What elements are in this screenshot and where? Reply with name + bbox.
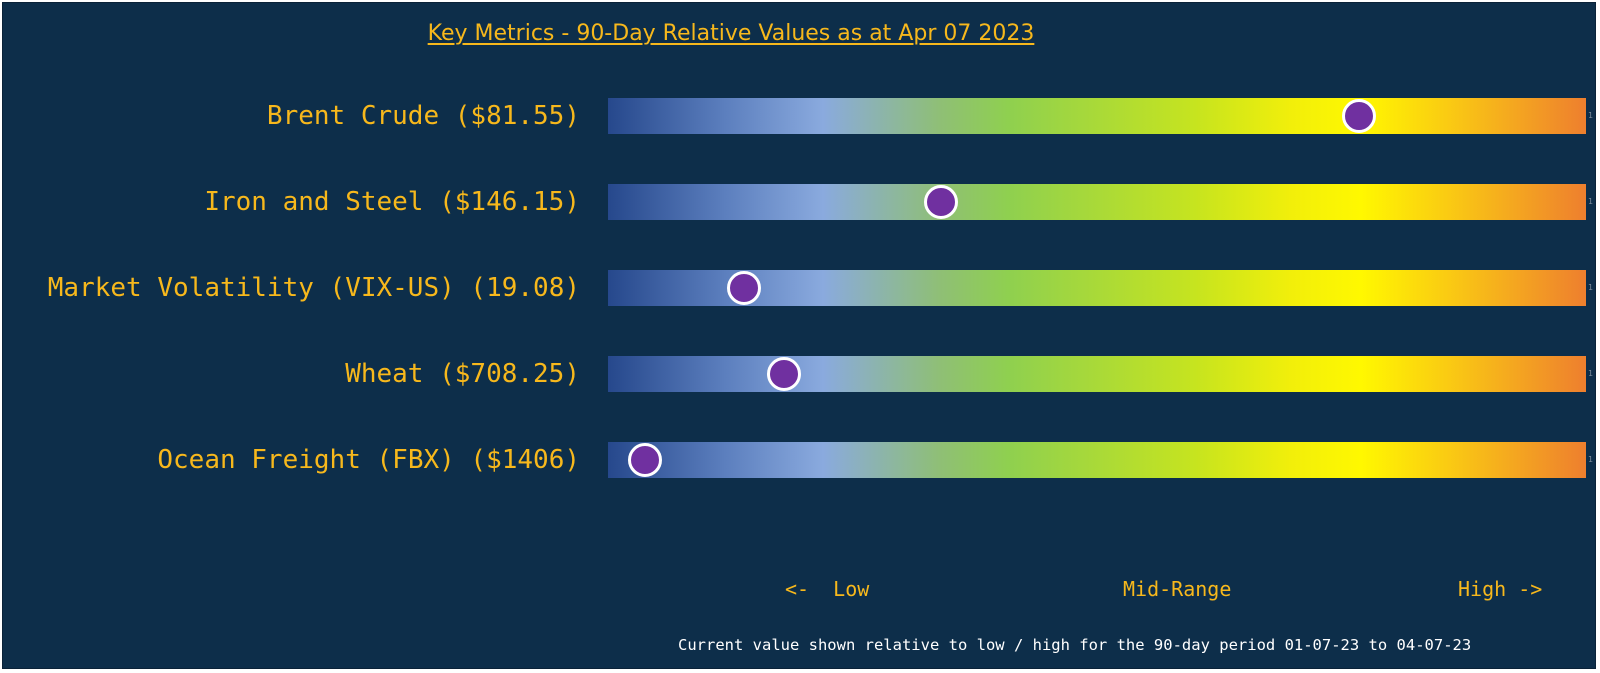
metric-label-brent-crude: Brent Crude ($81.55)	[266, 101, 580, 131]
chart-footnote: Current value shown relative to low / hi…	[678, 636, 1472, 654]
metric-label-wheat: Wheat ($708.25)	[345, 359, 580, 389]
scale-label-high: High ->	[1458, 577, 1543, 601]
value-marker-iron-and-steel	[923, 185, 958, 219]
value-marker-wheat	[767, 357, 802, 391]
metric-label-iron-and-steel: Iron and Steel ($146.15)	[204, 187, 580, 217]
bar-end-marker: 1	[1588, 369, 1594, 378]
value-marker-brent-crude	[1342, 99, 1377, 133]
value-marker-market-volatility	[726, 271, 761, 305]
value-marker-ocean-freight	[628, 443, 663, 477]
scale-label-low: <- Low	[785, 577, 870, 601]
gradient-bar-iron-and-steel	[608, 184, 1586, 220]
scale-label-mid: Mid-Range	[1123, 577, 1232, 601]
bar-end-marker: 1	[1588, 111, 1594, 120]
bar-end-marker: 1	[1588, 455, 1594, 464]
gradient-bar-ocean-freight	[608, 442, 1586, 478]
bar-end-marker: 1	[1588, 197, 1594, 206]
chart-title: Key Metrics - 90-Day Relative Values as …	[427, 21, 1035, 46]
gradient-bar-brent-crude	[608, 98, 1586, 134]
gradient-bar-market-volatility	[608, 270, 1586, 306]
metric-label-ocean-freight: Ocean Freight (FBX) ($1406)	[157, 445, 580, 475]
metric-label-market-volatility: Market Volatility (VIX-US) (19.08)	[47, 273, 580, 303]
bar-end-marker: 1	[1588, 283, 1594, 292]
gradient-bar-wheat	[608, 356, 1586, 392]
